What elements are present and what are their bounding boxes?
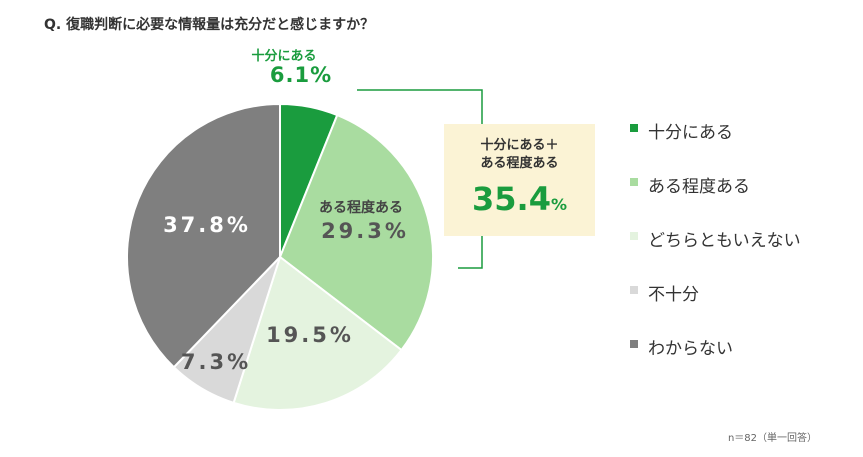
combined-callout: 十分にある＋ ある程度ある 35.4%	[444, 124, 595, 236]
slice-value-label-insufficient: 7.3%	[181, 350, 251, 374]
pie-slice-some	[278, 113, 434, 352]
legend-label-unknown: わからない	[648, 339, 733, 359]
slice-value-label-very: 6.1%	[270, 63, 332, 87]
legend-swatch-unknown	[630, 340, 638, 348]
legend-swatch-some	[630, 178, 638, 186]
pie-slice-unknown	[126, 102, 281, 369]
callout-value: 35.4%	[444, 180, 595, 218]
chart-title: Q. 復職判断に必要な情報量は充分だと感じますか？	[44, 17, 375, 33]
slice-name-label-very: 十分にある	[251, 48, 316, 64]
legend-label-insufficient: 不十分	[648, 285, 699, 305]
legend-label-some: ある程度ある	[648, 177, 750, 197]
callout-connector-bottom	[458, 236, 483, 269]
legend-swatch-very	[630, 124, 638, 132]
legend-swatch-neutral	[630, 232, 638, 240]
callout-line-2: ある程度ある	[480, 156, 559, 171]
slice-value-label-some: 29.3%	[321, 219, 409, 243]
callout-value-unit: %	[550, 195, 567, 214]
callout-value-number: 35.4	[472, 180, 551, 218]
slice-value-label-neutral: 19.5%	[266, 323, 354, 347]
legend-label-very: 十分にある	[648, 123, 733, 143]
sample-note: n＝82（単一回答）	[727, 433, 817, 444]
legend-swatch-insufficient	[630, 286, 638, 294]
callout-line-1: 十分にある＋	[480, 138, 559, 153]
slice-name-label-some: ある程度ある	[319, 199, 403, 216]
pie-slice-neutral	[232, 255, 403, 411]
callout-connector-top	[357, 89, 483, 124]
slice-value-label-unknown: 37.8%	[163, 213, 251, 237]
legend-label-neutral: どちらともいえない	[648, 231, 801, 251]
